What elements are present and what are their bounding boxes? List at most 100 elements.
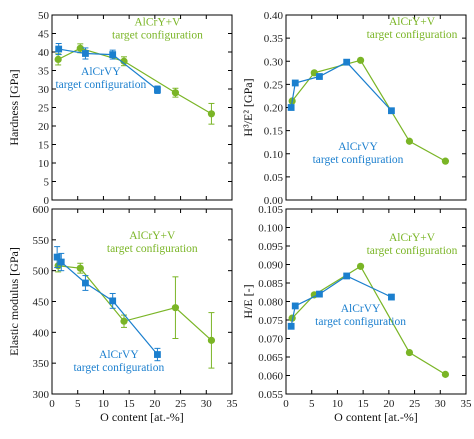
data-point	[356, 56, 365, 64]
y-tick-label: 0.075	[258, 315, 283, 327]
data-point	[287, 104, 295, 111]
y-tick-label: 15	[38, 140, 50, 152]
data-point	[171, 89, 180, 97]
y-tick-label: 0.15	[264, 126, 284, 138]
y-tick-label: 0	[44, 195, 50, 207]
y-tick-label: 25	[38, 103, 50, 115]
y-tick-label: 0.080	[258, 297, 283, 309]
series-annotation: AlCrY+V	[389, 232, 436, 244]
y-tick-label: 300	[33, 389, 50, 401]
x-tick-label: 5	[75, 398, 81, 410]
data-point	[154, 86, 161, 94]
y-axis-title: H³/E² [GPa]	[241, 78, 255, 136]
series-alcrvy	[287, 272, 395, 330]
series-annotation: target configuration	[55, 79, 146, 91]
y-tick-label: 0.30	[264, 56, 284, 68]
y-tick-label: 500	[33, 266, 50, 278]
y-tick-label: 0.05	[264, 172, 284, 184]
data-point	[57, 258, 65, 266]
series-alcryv	[288, 262, 450, 378]
data-point	[441, 370, 450, 378]
panel-he: 0 5 10 15 20 25 30 35 0.055 0.060 0.065 0.070 0.075 0…	[241, 204, 472, 424]
x-tick-label: 10	[332, 398, 344, 410]
y-tick-label: 40	[38, 47, 50, 59]
series-annotation: AlCrY+V	[389, 16, 436, 28]
y-tick-label: 600	[33, 204, 50, 216]
panel-modulus: 0 5 10 15 20 25 30 35 300 350 400 450 500 550 600 Elast…	[7, 204, 238, 424]
series-alcrvy	[55, 42, 161, 94]
data-point	[120, 57, 128, 65]
panel-h3e2: 0.00 0.05 0.10 0.15 0.20 0.25 0.30 0.35 0.40 H³/E…	[241, 10, 467, 207]
data-point	[54, 55, 62, 64]
x-tick-label: 0	[49, 398, 55, 410]
y-tick-label: 0.105	[258, 204, 283, 216]
data-point	[343, 272, 351, 280]
data-point	[109, 297, 117, 305]
data-point	[287, 322, 295, 330]
data-point	[316, 290, 323, 298]
x-tick-label: 15	[358, 398, 370, 410]
plot-frame	[285, 14, 467, 201]
series-annotation: AlCrVY	[81, 66, 121, 78]
data-point	[171, 304, 180, 312]
data-point	[120, 317, 128, 325]
data-point	[343, 58, 351, 66]
y-tick-label: 0.40	[264, 10, 284, 22]
y-tick-label: 400	[33, 327, 50, 339]
series-annotation: target configuration	[313, 154, 404, 166]
series-annotation: target configuration	[112, 29, 203, 41]
series-alcryv	[288, 56, 450, 165]
x-tick-label: 5	[309, 398, 315, 410]
x-tick-label: 25	[175, 398, 187, 410]
series-line	[56, 256, 158, 355]
series-annotation: AlCrY+V	[134, 16, 181, 28]
data-point	[288, 314, 296, 322]
y-axis-title: Hardness [GPa]	[7, 69, 21, 145]
series-annotation: AlCrVY	[341, 303, 381, 315]
y-tick-label: 0.060	[258, 371, 283, 383]
data-point	[53, 253, 61, 261]
series-annotation: AlCrVY	[338, 141, 378, 153]
series-annotation: target configuration	[73, 362, 164, 374]
x-tick-label: 30	[201, 398, 213, 410]
y-tick-label: 20	[38, 121, 50, 133]
data-point	[207, 336, 216, 344]
y-tick-label: 10	[38, 158, 50, 170]
series-annotation: target configuration	[315, 316, 406, 328]
data-point	[388, 293, 395, 301]
x-tick-label: 15	[124, 398, 136, 410]
y-tick-label: 550	[33, 235, 50, 247]
y-axis-title: Elastic modulus [GPa]	[7, 247, 21, 356]
x-tick-label: 35	[227, 398, 239, 410]
x-axis-title: O content [at.-%]	[100, 410, 184, 424]
y-tick-label: 0.090	[258, 260, 283, 272]
series-line	[58, 265, 212, 341]
y-tick-label: 0.10	[264, 149, 284, 161]
y-tick-label: 5	[44, 177, 50, 189]
data-point	[388, 107, 395, 115]
series-annotation: AlCrVY	[99, 349, 139, 361]
y-tick-label: 0.25	[264, 79, 284, 91]
y-tick-label: 0.065	[258, 352, 283, 364]
data-point	[405, 137, 414, 145]
series-alcrvy	[287, 58, 395, 115]
series-line	[58, 48, 158, 91]
data-point	[441, 157, 450, 165]
y-tick-label: 35	[38, 66, 50, 78]
y-tick-label: 450	[33, 297, 50, 309]
data-point	[76, 264, 84, 272]
y-tick-label: 350	[33, 358, 50, 370]
data-point	[82, 50, 89, 57]
data-point	[316, 73, 323, 80]
data-point	[291, 302, 299, 310]
series-annotation: target configuration	[107, 243, 198, 255]
x-tick-label: 35	[461, 398, 473, 410]
y-tick-label: 0.055	[258, 389, 283, 401]
x-tick-label: 0	[283, 398, 289, 410]
data-point	[291, 79, 299, 87]
plot-frame	[285, 208, 467, 395]
data-point	[405, 348, 414, 357]
y-tick-label: 0.100	[258, 223, 283, 235]
y-tick-label: 0.00	[264, 195, 284, 207]
